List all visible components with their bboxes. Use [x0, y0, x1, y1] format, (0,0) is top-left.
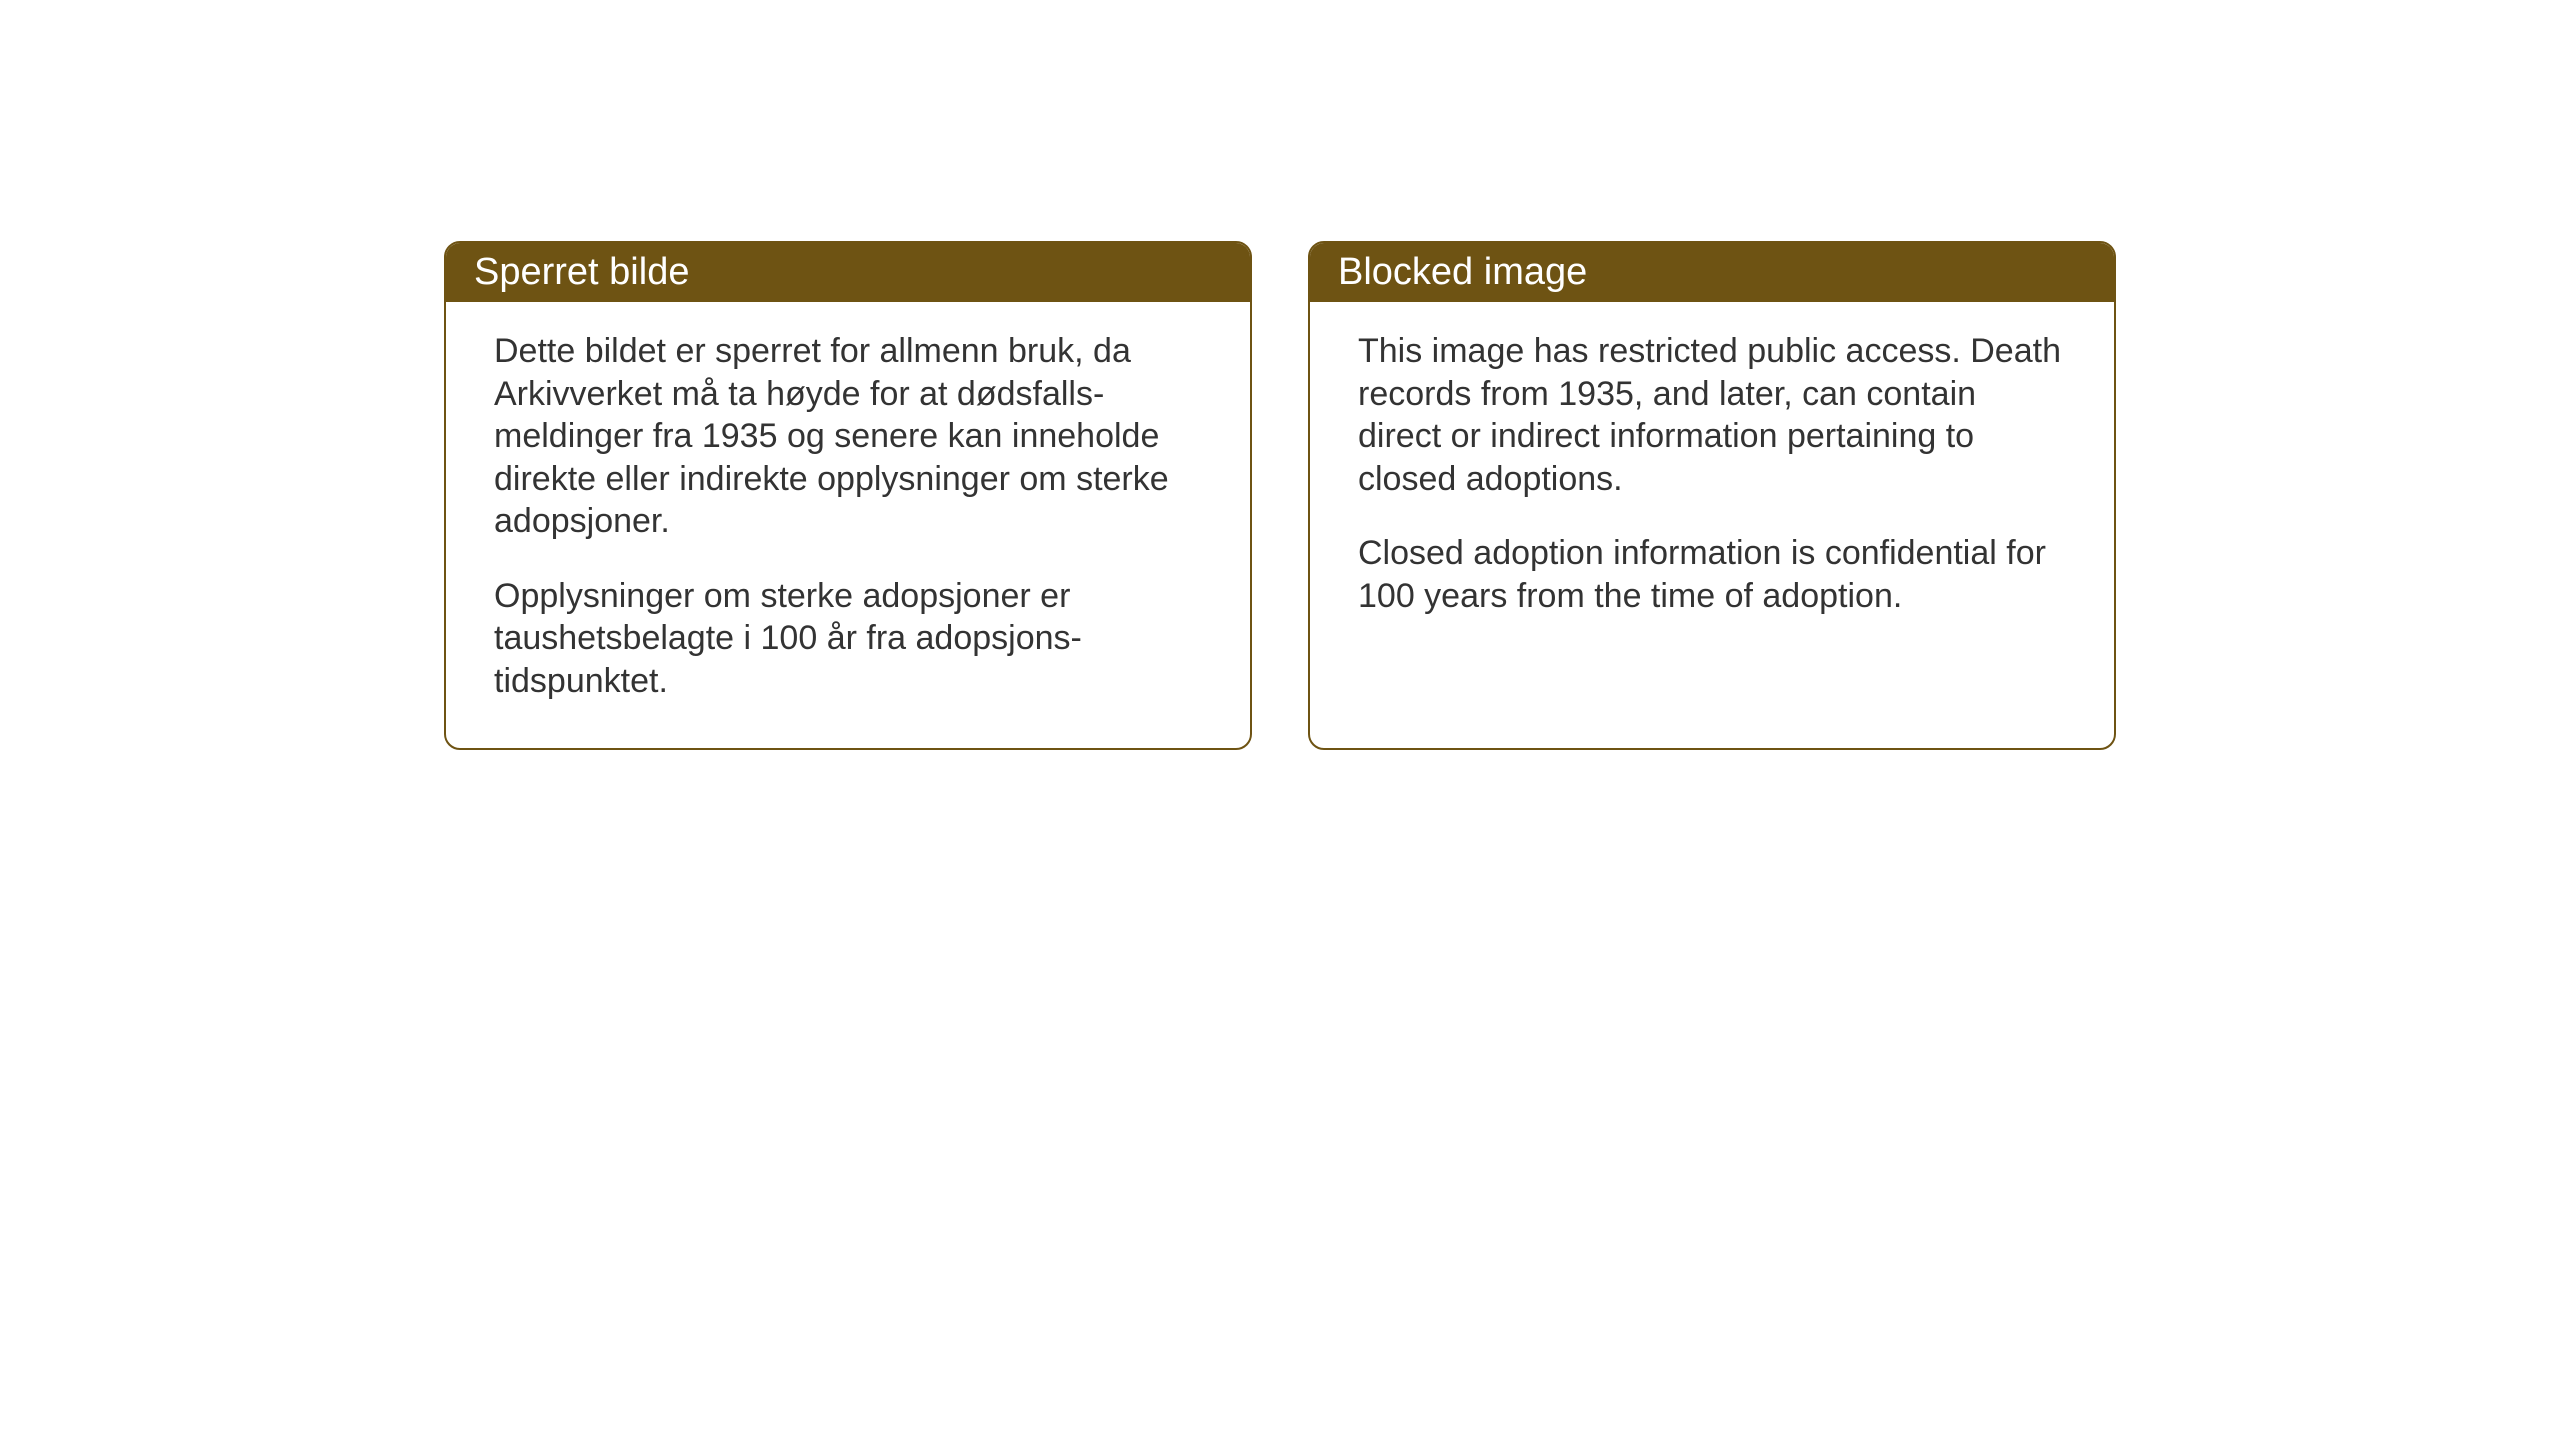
card-title-norwegian: Sperret bilde	[474, 251, 689, 293]
paragraph-2-english: Closed adoption information is confident…	[1358, 532, 2066, 617]
card-body-norwegian: Dette bildet er sperret for allmenn bruk…	[446, 302, 1250, 740]
card-header-english: Blocked image	[1310, 243, 2114, 302]
paragraph-1-english: This image has restricted public access.…	[1358, 330, 2066, 500]
card-header-norwegian: Sperret bilde	[446, 243, 1250, 302]
card-body-english: This image has restricted public access.…	[1310, 302, 2114, 655]
paragraph-2-norwegian: Opplysninger om sterke adopsjoner er tau…	[494, 575, 1202, 703]
paragraph-1-norwegian: Dette bildet er sperret for allmenn bruk…	[494, 330, 1202, 543]
notice-card-english: Blocked image This image has restricted …	[1308, 241, 2116, 750]
notice-card-norwegian: Sperret bilde Dette bildet er sperret fo…	[444, 241, 1252, 750]
card-title-english: Blocked image	[1338, 251, 1587, 293]
notice-container: Sperret bilde Dette bildet er sperret fo…	[444, 241, 2116, 750]
